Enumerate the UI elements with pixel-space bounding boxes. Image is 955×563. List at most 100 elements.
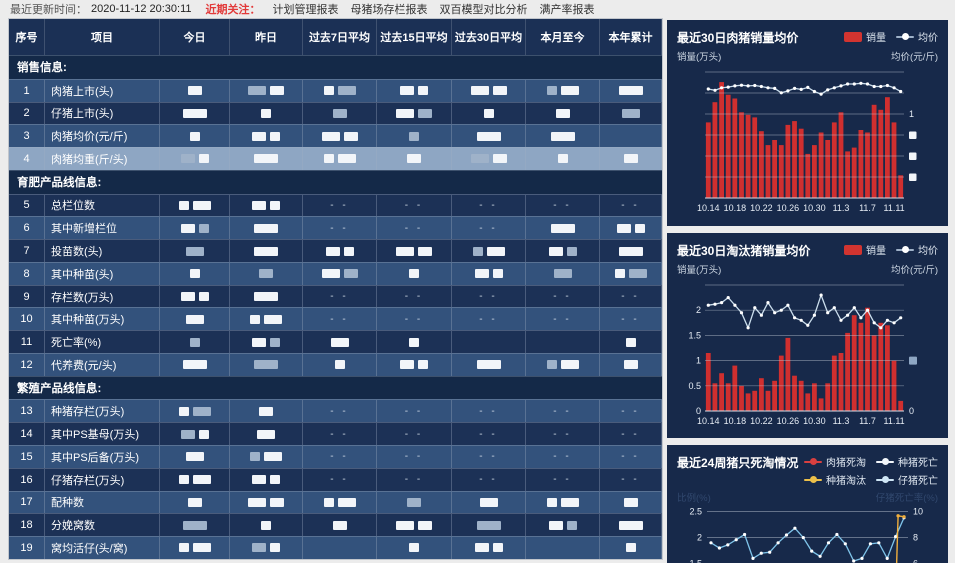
redacted-value — [492, 543, 503, 553]
row-number: 1 — [9, 78, 45, 102]
table-row[interactable]: 11 死亡率(%) — [9, 330, 662, 353]
redacted-value — [479, 497, 498, 507]
redacted-value — [332, 520, 347, 530]
empty-value: - - — [404, 428, 424, 440]
redacted-value — [566, 520, 577, 530]
chart-card-cull-sales: 最近30日淘汰猪销量均价 销量 均价 销量(万头) 均价(元/斤) 10.14 10… — [667, 233, 948, 438]
legend-item[interactable]: 肉猪死淘 — [804, 454, 866, 469]
table-row[interactable]: 7 投苗数(头) — [9, 239, 662, 262]
redacted-value — [270, 86, 284, 96]
topbar-link[interactable]: 计划管理报表 — [272, 4, 339, 16]
value-cell — [303, 239, 377, 262]
row-number: 17 — [9, 490, 45, 514]
svg-text:8: 8 — [913, 533, 918, 543]
redacted-value — [492, 154, 507, 164]
table-row[interactable]: 2 仔猪上市(头) — [9, 101, 662, 125]
table-row[interactable]: 6 其中新增栏位 - - - - - - — [9, 216, 662, 240]
legend-item[interactable]: 种猪淘汰 — [804, 472, 866, 487]
topbar-link[interactable]: 双百模型对比分析 — [439, 4, 528, 16]
table-row[interactable]: 10 其中种苗(万头) - - - - - - - - - - — [9, 307, 662, 331]
row-number: 2 — [9, 101, 45, 125]
value-cell — [303, 124, 377, 148]
empty-value: - - — [330, 291, 349, 303]
value-cell: - - — [600, 284, 662, 308]
table-row[interactable]: 8 其中种苗(头) — [9, 261, 662, 285]
y-axis-label-left: 比例(%) — [677, 493, 711, 504]
legend-item[interactable]: 种猪死亡 — [876, 454, 938, 469]
table-row[interactable]: 15 其中PS后备(万头) - - - - - - - - - - — [9, 445, 662, 468]
value-cell: - - — [600, 467, 662, 491]
value-cell: - - — [377, 193, 452, 217]
value-cell — [526, 536, 600, 559]
svg-text:2: 2 — [697, 533, 702, 543]
table-row[interactable]: 16 仔猪存栏(万头) - - - - - - - - - - — [9, 467, 662, 491]
redacted-value — [492, 86, 507, 96]
redacted-value — [323, 497, 334, 507]
value-cell — [526, 352, 600, 376]
value-cell — [600, 513, 662, 537]
chart-legend: 肉猪死淘 种猪死亡 种猪淘汰 仔猪死亡 — [798, 454, 938, 487]
value-cell — [452, 78, 526, 102]
table-row[interactable]: 9 存栏数(万头) - - - - - - - - - - — [9, 284, 662, 308]
value-cell — [303, 101, 377, 125]
value-cell — [526, 78, 600, 102]
recent-focus-label: 近期关注： — [205, 4, 261, 16]
topbar-link[interactable]: 满产率报表 — [539, 4, 595, 16]
redacted-value — [337, 154, 356, 164]
legend-bar-icon — [844, 31, 862, 42]
value-cell — [303, 330, 377, 353]
table-row[interactable]: 5 总栏位数 - - - - - - - - - - — [9, 193, 662, 217]
row-label: 仔猪上市(头) — [45, 101, 160, 125]
legend-item[interactable]: 销量 — [844, 242, 886, 257]
value-cell: - - — [377, 216, 452, 240]
topbar-link[interactable]: 母猪场存栏报表 — [350, 4, 428, 16]
redacted-value — [618, 246, 643, 256]
value-cell — [526, 124, 600, 148]
legend-item[interactable]: 均价 — [896, 242, 938, 257]
svg-text:2.5: 2.5 — [689, 507, 702, 517]
value-cell — [230, 330, 303, 353]
redacted-value — [400, 86, 414, 96]
redacted-value — [470, 154, 489, 164]
row-label: 肉猪上市(头) — [45, 78, 160, 102]
redacted-value — [254, 292, 278, 302]
table-row[interactable]: 3 肉猪均价(元/斤) — [9, 124, 662, 148]
table-row[interactable]: 14 其中PS基母(万头) - - - - - - - - - - — [9, 422, 662, 446]
row-label: 死亡率(%) — [45, 330, 160, 353]
value-cell — [230, 216, 303, 240]
empty-value: - - — [330, 222, 349, 234]
redacted-value — [270, 200, 280, 210]
table-row[interactable]: 19 窝均活仔(头/窝) — [9, 536, 662, 559]
table-row[interactable]: 4 肉猪均重(斤/头) — [9, 147, 662, 170]
value-cell — [303, 261, 377, 285]
redacted-value — [182, 108, 207, 118]
legend-line-icon — [896, 245, 914, 255]
table-row[interactable]: 12 代养费(元/头) — [9, 352, 662, 376]
legend-item[interactable]: 仔猪死亡 — [876, 472, 938, 487]
value-cell: - - — [303, 284, 377, 308]
redacted-value — [418, 108, 432, 118]
row-number: 16 — [9, 467, 45, 491]
redacted-value — [261, 108, 271, 118]
table-row[interactable]: 17 配种数 — [9, 490, 662, 514]
redacted-value — [476, 520, 501, 530]
redacted-value — [548, 520, 563, 530]
value-cell — [230, 399, 303, 423]
redacted-value — [566, 246, 577, 256]
legend-label: 均价 — [918, 246, 938, 257]
table-row[interactable]: 18 分娩窝数 — [9, 513, 662, 537]
table-row[interactable]: 1 肉猪上市(头) — [9, 78, 662, 102]
table-row[interactable]: 13 种猪存栏(万头) - - - - - - - - - - — [9, 399, 662, 423]
legend-item[interactable]: 均价 — [896, 29, 938, 44]
value-cell: - - — [526, 467, 600, 491]
value-cell — [230, 284, 303, 308]
row-number: 8 — [9, 261, 45, 285]
redacted-value — [192, 543, 211, 553]
value-cell — [600, 536, 662, 559]
legend-item[interactable]: 销量 — [844, 29, 886, 44]
row-label: 总栏位数 — [45, 193, 160, 217]
bar-line-chart: 10.14 10.18 10.22 10.26 10.30 11.3 11.7 11.11 1 — [697, 71, 917, 213]
column-header: 项目 — [45, 19, 160, 55]
row-label: 其中PS基母(万头) — [45, 422, 160, 446]
redacted-value — [546, 497, 557, 507]
